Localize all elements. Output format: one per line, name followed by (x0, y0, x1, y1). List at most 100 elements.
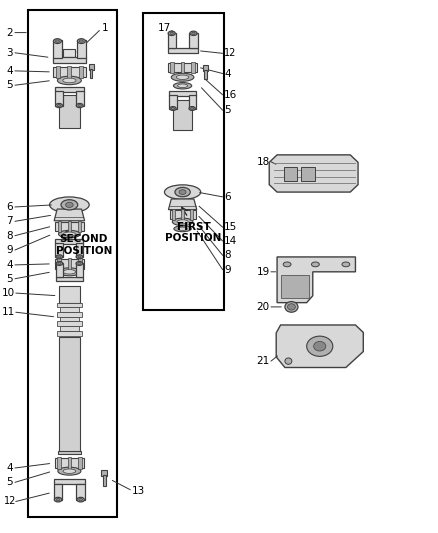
Bar (191, 62, 195, 72)
Bar (203, 66, 208, 71)
Bar (78, 457, 81, 469)
Ellipse shape (61, 200, 78, 210)
Bar (76, 263, 83, 277)
Bar (103, 475, 106, 486)
Ellipse shape (78, 256, 81, 258)
Text: 11: 11 (2, 307, 15, 317)
Ellipse shape (192, 32, 195, 35)
Bar (189, 33, 198, 49)
Ellipse shape (165, 185, 201, 199)
Bar (57, 331, 82, 336)
Bar (57, 303, 82, 308)
Ellipse shape (175, 188, 190, 197)
Bar (53, 57, 86, 62)
Bar (168, 33, 176, 49)
Text: 19: 19 (256, 267, 270, 277)
Bar (168, 48, 198, 53)
Ellipse shape (63, 78, 76, 83)
Ellipse shape (56, 103, 63, 108)
Bar (181, 209, 184, 220)
Bar (76, 91, 84, 106)
Ellipse shape (57, 104, 61, 107)
Bar (170, 62, 174, 72)
Ellipse shape (58, 268, 81, 276)
Ellipse shape (49, 197, 89, 213)
Bar (76, 483, 85, 500)
Ellipse shape (63, 469, 76, 473)
Ellipse shape (191, 108, 194, 109)
Bar (58, 451, 81, 454)
Bar (76, 243, 83, 257)
Ellipse shape (78, 39, 85, 44)
Bar (55, 87, 84, 92)
Ellipse shape (170, 107, 176, 110)
Bar (181, 62, 184, 72)
Ellipse shape (171, 73, 194, 81)
Ellipse shape (79, 498, 82, 501)
Text: SECOND
POSITION: SECOND POSITION (56, 235, 112, 256)
Ellipse shape (78, 104, 81, 107)
Bar (173, 100, 192, 131)
Bar (57, 312, 82, 317)
Text: 6: 6 (7, 202, 13, 212)
Bar (90, 69, 92, 78)
Text: 5: 5 (224, 105, 230, 115)
Ellipse shape (53, 39, 61, 44)
Ellipse shape (311, 262, 319, 266)
Bar (301, 166, 314, 181)
Text: 4: 4 (7, 260, 13, 270)
Text: 12: 12 (4, 496, 16, 506)
Bar (59, 286, 80, 303)
Ellipse shape (285, 302, 298, 312)
Bar (56, 277, 83, 281)
Bar (53, 67, 86, 77)
Bar (54, 479, 85, 484)
Ellipse shape (54, 497, 62, 502)
Text: 4: 4 (7, 463, 13, 473)
Text: 17: 17 (158, 23, 171, 34)
Text: 8: 8 (224, 251, 230, 260)
Ellipse shape (177, 75, 189, 79)
Ellipse shape (66, 202, 73, 207)
Text: 12: 12 (224, 49, 237, 58)
Bar (170, 95, 177, 109)
Ellipse shape (285, 358, 292, 365)
Ellipse shape (76, 255, 83, 259)
Bar (60, 317, 79, 321)
Ellipse shape (171, 108, 175, 109)
Ellipse shape (63, 270, 76, 274)
Ellipse shape (177, 84, 187, 87)
Bar (56, 263, 63, 277)
Bar (67, 66, 71, 78)
Bar (78, 221, 81, 231)
Ellipse shape (342, 262, 350, 266)
Bar (170, 91, 196, 96)
Bar (56, 239, 83, 244)
Bar (89, 64, 94, 70)
Ellipse shape (76, 103, 83, 108)
Text: 6: 6 (224, 192, 230, 202)
Bar (67, 457, 71, 469)
Ellipse shape (174, 226, 191, 232)
Text: 16: 16 (224, 90, 237, 100)
Ellipse shape (78, 262, 81, 264)
Bar (143, 13, 224, 310)
Ellipse shape (79, 40, 83, 42)
Bar (55, 458, 84, 468)
Ellipse shape (64, 232, 75, 236)
Ellipse shape (287, 304, 295, 310)
Bar (57, 321, 82, 326)
Ellipse shape (307, 336, 333, 357)
Bar (60, 308, 79, 312)
Ellipse shape (173, 218, 193, 225)
Ellipse shape (58, 256, 61, 258)
Ellipse shape (189, 107, 195, 110)
Text: 7: 7 (7, 216, 13, 227)
Ellipse shape (59, 230, 80, 238)
Polygon shape (277, 257, 356, 303)
Ellipse shape (58, 467, 81, 475)
Text: 4: 4 (7, 66, 13, 76)
Bar (57, 258, 61, 270)
Text: 14: 14 (224, 236, 237, 246)
Bar (281, 275, 309, 298)
